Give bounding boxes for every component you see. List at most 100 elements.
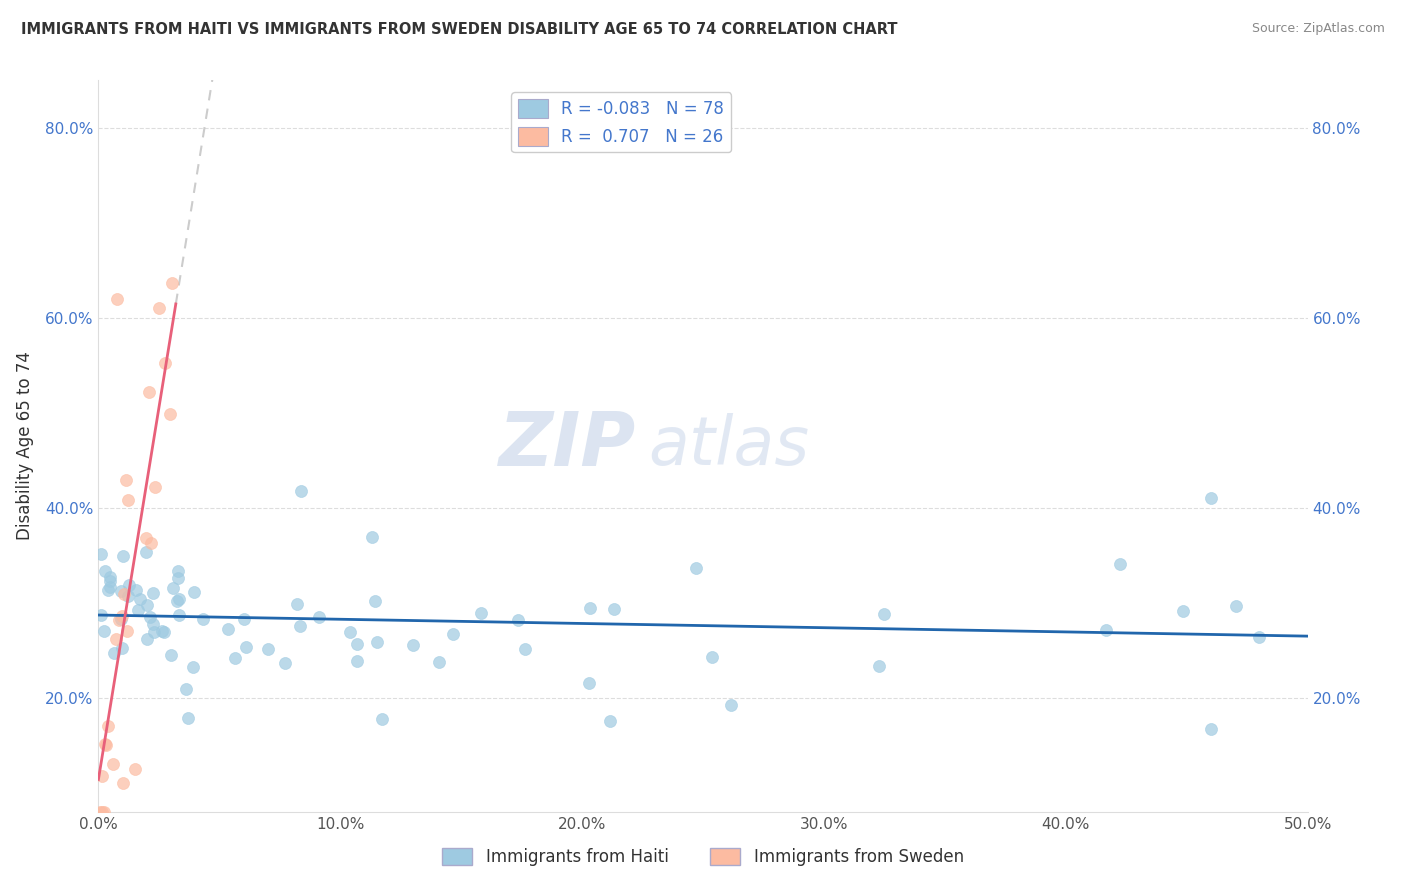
Point	[98, 574, 121, 588]
Point	[441, 626, 464, 640]
Point	[167, 591, 190, 606]
Point	[93, 738, 115, 752]
Point	[308, 610, 330, 624]
Point	[159, 408, 181, 422]
Point	[117, 589, 139, 603]
Point	[579, 601, 602, 615]
Point	[136, 598, 159, 612]
Point	[868, 658, 890, 673]
Point	[361, 530, 384, 544]
Point	[290, 484, 312, 499]
Point	[89, 805, 111, 819]
Point	[427, 656, 450, 670]
Point	[108, 614, 131, 628]
Point	[98, 580, 121, 594]
Point	[346, 638, 368, 652]
Point	[174, 681, 197, 696]
Point	[1094, 623, 1116, 637]
Point	[143, 625, 166, 640]
Point	[166, 571, 188, 585]
Point	[93, 805, 115, 819]
Point	[115, 624, 138, 638]
Y-axis label: Disability Age 65 to 74: Disability Age 65 to 74	[15, 351, 34, 541]
Point	[111, 776, 134, 790]
Point	[135, 544, 157, 558]
Point	[288, 619, 311, 633]
Point	[111, 549, 134, 564]
Point	[142, 617, 165, 632]
Point	[105, 292, 128, 306]
Point	[150, 624, 173, 639]
Text: IMMIGRANTS FROM HAITI VS IMMIGRANTS FROM SWEDEN DISABILITY AGE 65 TO 74 CORRELAT: IMMIGRANTS FROM HAITI VS IMMIGRANTS FROM…	[21, 22, 897, 37]
Point	[364, 594, 387, 608]
Point	[91, 805, 114, 819]
Point	[153, 356, 176, 370]
Point	[110, 584, 132, 599]
Point	[1109, 557, 1132, 571]
Point	[720, 698, 742, 712]
Point	[177, 711, 200, 725]
Point	[339, 625, 361, 640]
Legend: Immigrants from Haiti, Immigrants from Sweden: Immigrants from Haiti, Immigrants from S…	[436, 841, 970, 873]
Point	[138, 385, 160, 400]
Point	[93, 624, 115, 639]
Point	[217, 622, 239, 636]
Point	[148, 301, 170, 315]
Point	[193, 612, 215, 626]
Point	[578, 676, 600, 690]
Point	[162, 581, 184, 595]
Point	[115, 474, 138, 488]
Point	[233, 612, 256, 626]
Point	[127, 603, 149, 617]
Point	[141, 536, 163, 550]
Point	[97, 719, 120, 733]
Point	[124, 762, 146, 776]
Point	[94, 738, 117, 752]
Point	[235, 640, 257, 654]
Point	[112, 587, 135, 601]
Point	[135, 531, 157, 545]
Point	[513, 642, 536, 657]
Point	[135, 632, 157, 647]
Point	[94, 565, 117, 579]
Point	[257, 641, 280, 656]
Point	[506, 613, 529, 627]
Point	[702, 649, 724, 664]
Point	[110, 612, 132, 626]
Point	[160, 648, 183, 662]
Point	[181, 660, 204, 674]
Point	[166, 593, 188, 607]
Point	[183, 584, 205, 599]
Point	[90, 547, 112, 561]
Text: ZIP: ZIP	[499, 409, 637, 483]
Point	[274, 656, 297, 670]
Point	[166, 564, 188, 578]
Point	[111, 640, 134, 655]
Point	[603, 602, 626, 616]
Point	[91, 769, 114, 783]
Point	[366, 635, 388, 649]
Point	[105, 632, 128, 646]
Point	[139, 610, 162, 624]
Point	[101, 757, 124, 772]
Point	[117, 493, 139, 508]
Point	[167, 607, 190, 622]
Point	[111, 608, 134, 623]
Point	[1199, 491, 1222, 506]
Point	[153, 625, 176, 640]
Point	[125, 582, 148, 597]
Point	[285, 597, 308, 611]
Point	[873, 607, 896, 621]
Point	[402, 638, 425, 652]
Point	[1247, 630, 1270, 644]
Point	[98, 570, 121, 584]
Point	[90, 608, 112, 623]
Point	[160, 277, 183, 291]
Point	[103, 646, 125, 660]
Point	[685, 561, 707, 575]
Point	[118, 577, 141, 591]
Point	[470, 606, 492, 620]
Text: Source: ZipAtlas.com: Source: ZipAtlas.com	[1251, 22, 1385, 36]
Text: atlas: atlas	[648, 413, 810, 479]
Point	[1199, 723, 1222, 737]
